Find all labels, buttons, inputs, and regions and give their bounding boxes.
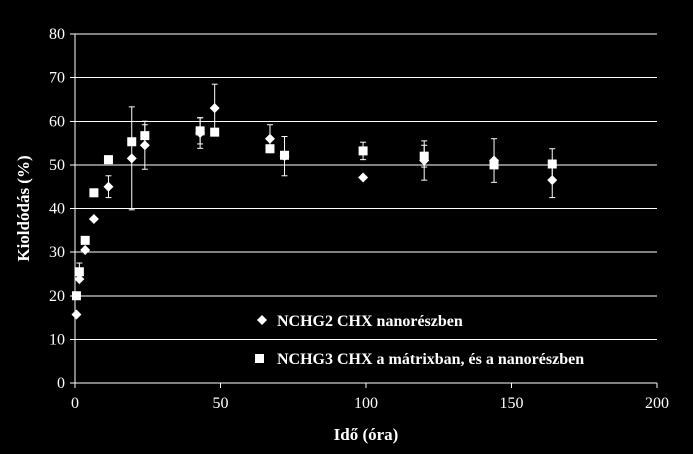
data-point-square: [74, 267, 84, 277]
data-point-diamond: [88, 213, 99, 224]
x-tick-label: 150: [500, 395, 524, 412]
data-point-square: [280, 150, 290, 160]
data-point-diamond: [80, 244, 91, 255]
data-marks: [71, 83, 558, 320]
x-axis-label: Idő (óra): [334, 425, 399, 444]
y-tick-label: 70: [49, 70, 65, 87]
axes: [70, 33, 658, 388]
x-tick-label: 50: [213, 395, 229, 412]
data-point-square: [210, 127, 220, 137]
tick-labels: 0 10 20 30 40 50 60 70 80 0 50 100 150 200: [49, 26, 669, 412]
y-tick-label: 10: [49, 331, 65, 348]
y-tick-label: 40: [49, 201, 65, 218]
y-tick-label: 0: [57, 375, 65, 392]
data-point-square: [265, 144, 275, 154]
data-point-square: [80, 235, 90, 245]
data-point-diamond: [547, 175, 558, 186]
data-point-diamond: [358, 172, 369, 183]
data-point-diamond: [71, 309, 82, 320]
y-tick-label: 60: [49, 113, 65, 130]
y-tick-label: 80: [49, 26, 65, 43]
data-point-square: [195, 126, 205, 136]
grid: [75, 33, 657, 340]
y-tick-label: 20: [49, 288, 65, 305]
data-point-square: [358, 146, 368, 156]
data-point-diamond: [209, 103, 220, 114]
data-point-square: [140, 131, 150, 141]
data-point-square: [489, 160, 499, 170]
legend-square-marker: [255, 354, 264, 363]
data-point-square: [419, 151, 429, 161]
data-point-square: [89, 188, 99, 198]
legend-item-series-2: NCHG3 CHX a mátrixban, és a nanorészben: [255, 351, 584, 368]
data-point-square: [127, 137, 137, 147]
y-tick-label: 50: [49, 157, 65, 174]
y-tick-label: 30: [49, 244, 65, 261]
legend-item-series-1: NCHG2 CHX nanorészben: [257, 313, 463, 330]
data-point-square: [71, 291, 81, 301]
legend-label-series-2: NCHG3 CHX a mátrixban, és a nanorészben: [277, 351, 584, 368]
x-tick-label: 0: [71, 395, 79, 412]
data-point-square: [547, 159, 557, 169]
legend-label-series-1: NCHG2 CHX nanorészben: [277, 313, 463, 330]
legend-diamond-marker: [257, 315, 267, 325]
x-tick-label: 100: [354, 395, 378, 412]
data-point-square: [103, 155, 113, 165]
legend: NCHG2 CHX nanorészben NCHG3 CHX a mátrix…: [255, 313, 584, 368]
y-axis-label: Kioldódás (%): [14, 155, 33, 261]
data-point-diamond: [126, 153, 137, 164]
data-point-diamond: [264, 133, 275, 144]
data-point-diamond: [103, 181, 114, 192]
x-tick-label: 200: [645, 395, 669, 412]
